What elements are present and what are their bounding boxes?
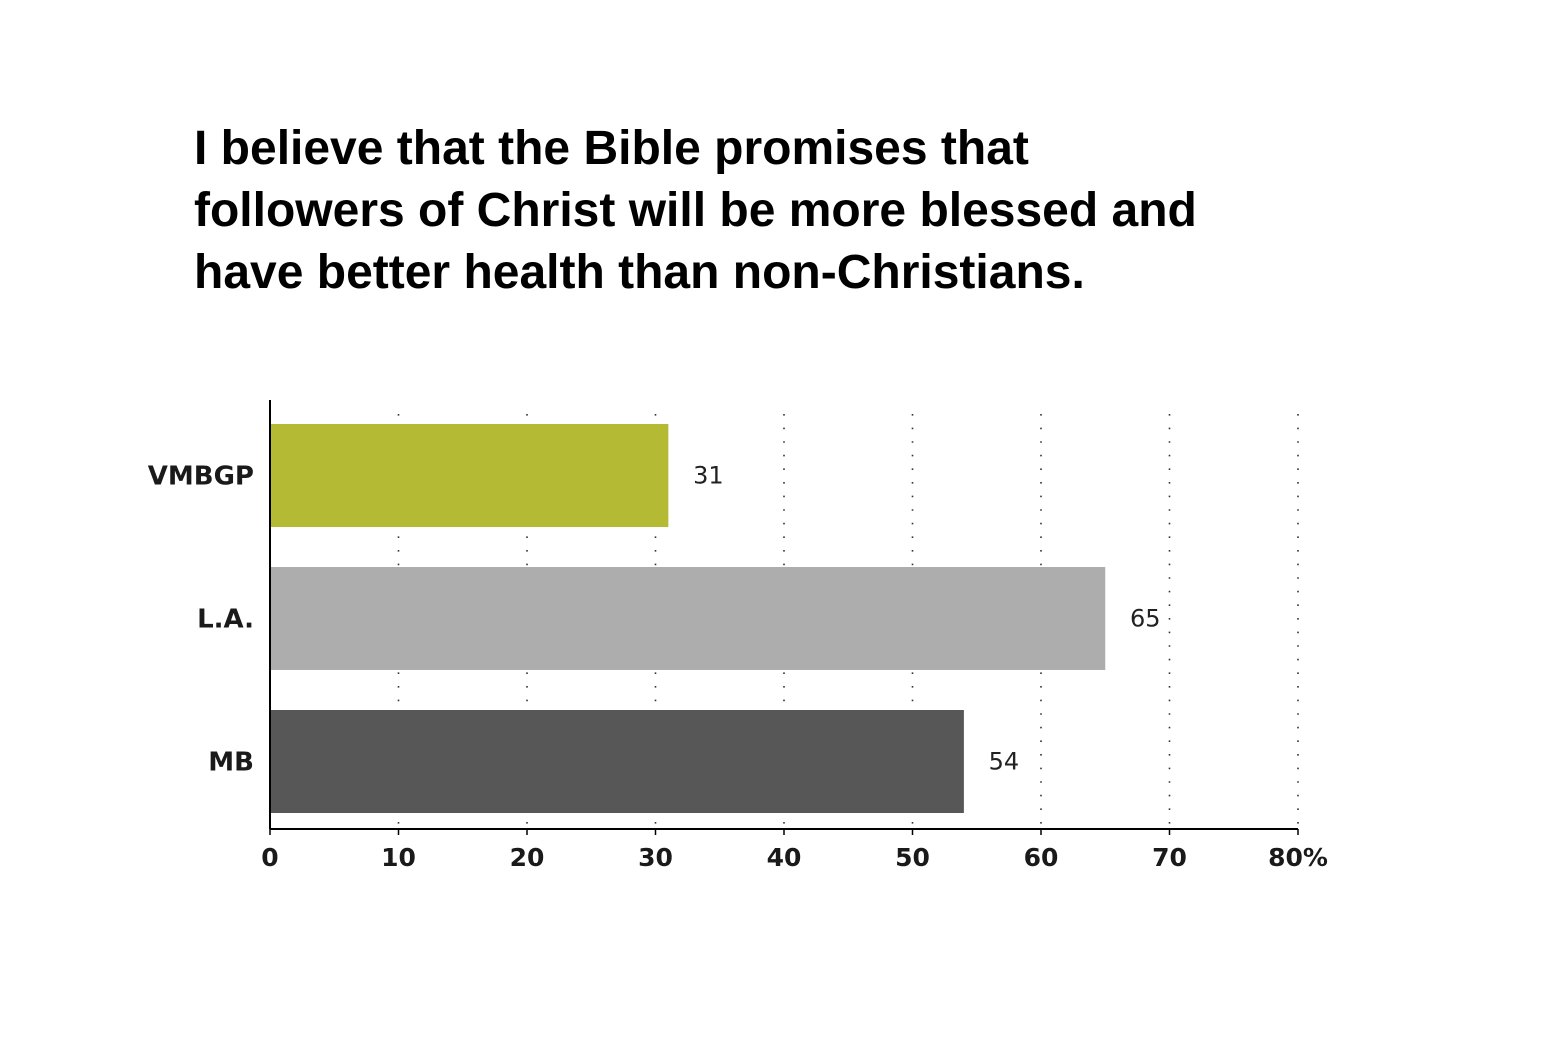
x-tick-label: 30: [638, 843, 673, 872]
x-tick-label: 20: [510, 843, 545, 872]
chart-title-line-2: followers of Christ will be more blessed…: [194, 184, 1197, 237]
category-label: L.A.: [197, 605, 254, 635]
chart-title: I believe that the Bible promises that f…: [194, 118, 1344, 304]
x-tick-label: 70: [1152, 843, 1187, 872]
bars: [270, 424, 1106, 813]
x-tick-label: 50: [895, 843, 930, 872]
bar-mb: [270, 710, 964, 813]
category-label: MB: [208, 748, 254, 778]
chart-title-line-3: have better health than non-Christians.: [194, 246, 1085, 299]
data-label: 54: [989, 748, 1020, 776]
x-tick-label: 0: [261, 843, 278, 872]
bar-vmbgp: [270, 424, 669, 527]
x-tick-label: 60: [1024, 843, 1059, 872]
chart-title-line-1: I believe that the Bible promises that: [194, 122, 1029, 175]
labels: VMBGP 31 L.A. 65 MB 54 0 10 20 30 40 50 60 70 80%: [148, 462, 1328, 873]
category-label: VMBGP: [148, 462, 254, 492]
axes: [269, 400, 1299, 835]
x-tick-label: 10: [381, 843, 416, 872]
data-label: 65: [1130, 605, 1161, 633]
bar-la: [270, 567, 1106, 670]
x-tick-label: 80%: [1268, 843, 1328, 872]
data-label: 31: [693, 462, 724, 490]
x-tick-label: 40: [767, 843, 802, 872]
